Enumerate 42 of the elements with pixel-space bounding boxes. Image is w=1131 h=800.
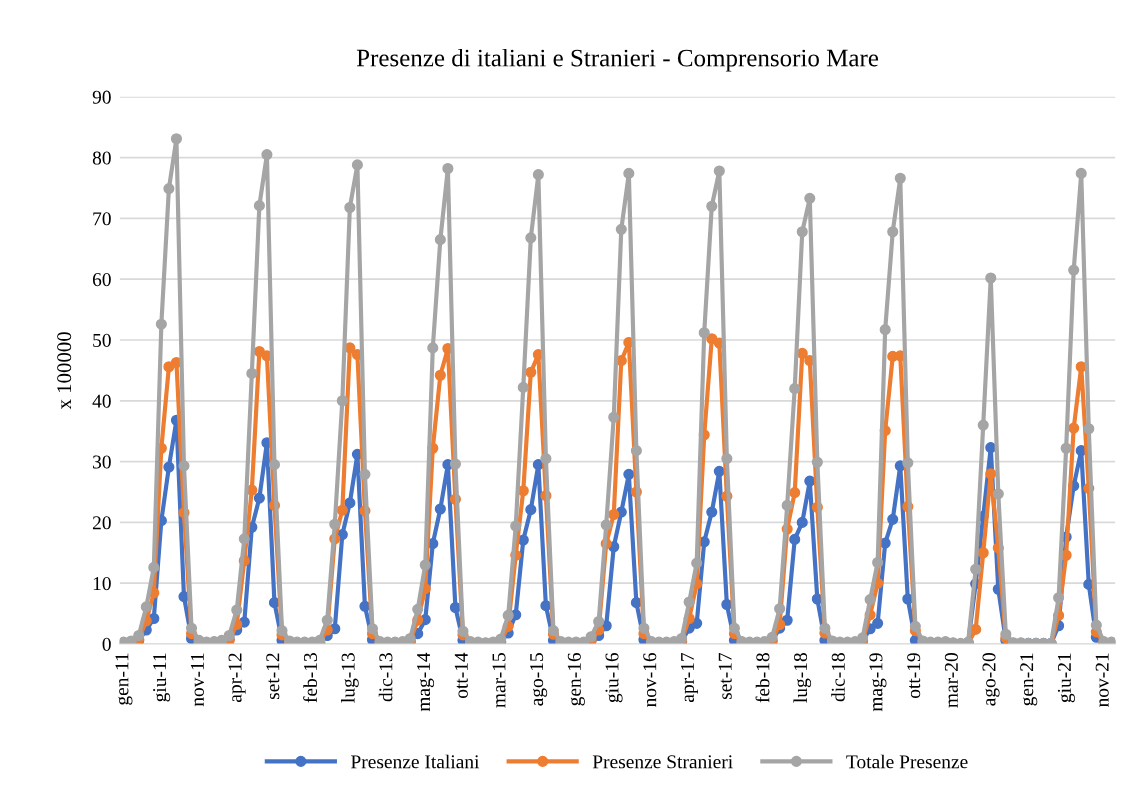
- x-tick-label: ott-19: [907, 653, 921, 699]
- x-tick-label: nov-11: [190, 653, 204, 707]
- x-tick-label: mag-14: [417, 652, 435, 712]
- x-tick-label: gen-11: [115, 653, 133, 705]
- x-tick-label: gen-21: [1020, 653, 1038, 706]
- x-tick-label: mar-20: [944, 653, 958, 708]
- x-tick-label: ago-20: [982, 653, 1000, 706]
- y-tick-label: 30: [93, 455, 111, 469]
- x-tick-label: ott-14: [454, 652, 468, 699]
- x-tick-label: apr-12: [228, 653, 246, 703]
- x-tick-label: dic-18: [831, 653, 845, 702]
- y-tick-label: 90: [92, 90, 111, 104]
- x-tick-label: giu-11: [153, 653, 171, 702]
- y-tick-label: 10: [93, 577, 111, 591]
- y-tick-label: 20: [92, 516, 111, 530]
- legend-label: Presenze Stranieri: [592, 755, 733, 769]
- x-tick-label: giu-16: [605, 652, 623, 703]
- legend-label: Presenze Italiani: [351, 754, 480, 769]
- x-tick-label: mag-19: [869, 653, 887, 712]
- chart-title: Presenze di italiani e Stranieri - Comprensorio Mare: [356, 48, 879, 72]
- x-tick-label: lug-18: [793, 653, 812, 703]
- y-tick-label: 70: [93, 212, 111, 226]
- x-tick-label: nov-16: [643, 652, 657, 707]
- x-tick-label: feb-13: [303, 653, 318, 703]
- x-tick-label: dic-13: [378, 653, 393, 702]
- x-tick-label: giu-21: [1057, 653, 1075, 703]
- x-tick-label: feb-18: [755, 653, 770, 703]
- x-tick-label: gen-16: [567, 652, 585, 706]
- y-tick-label: 0: [102, 637, 111, 651]
- x-tick-label: set-12: [266, 653, 280, 700]
- y-tick-label: 50: [93, 333, 111, 347]
- y-tick-label: 80: [92, 151, 111, 165]
- y-axis-title: x 100000: [57, 332, 72, 410]
- x-tick-label: ago-15: [530, 653, 548, 706]
- x-tick-label: apr-17: [681, 652, 698, 703]
- x-tick-label: set-17: [718, 652, 732, 700]
- x-tick-label: mar-15: [492, 653, 506, 708]
- legend-label: Totale Presenze: [846, 754, 968, 769]
- y-tick-label: 60: [92, 273, 111, 287]
- x-tick-label: nov-21: [1095, 653, 1109, 707]
- x-tick-label: lug-13: [341, 653, 359, 703]
- y-tick-label: 40: [92, 394, 111, 408]
